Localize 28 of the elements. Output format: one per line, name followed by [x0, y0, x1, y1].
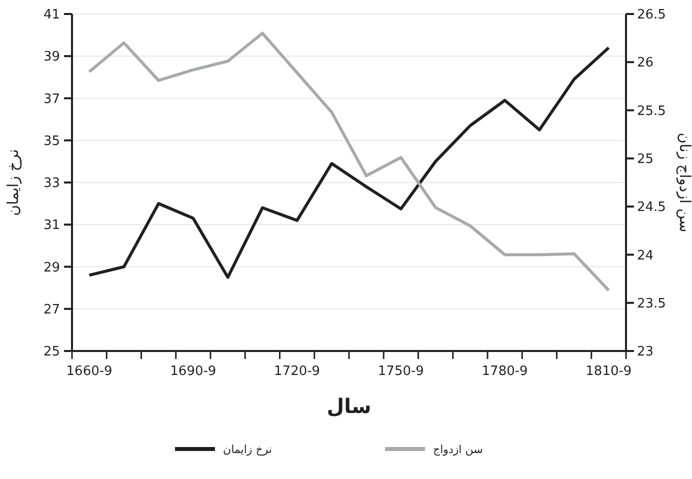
- x-tick-label: 1810-9: [586, 364, 632, 379]
- y2-tick-label: 23.5: [637, 296, 666, 312]
- y-tick-label: 25: [43, 344, 60, 360]
- y-tick-label: 27: [43, 302, 60, 318]
- y-tick-label: 31: [43, 218, 60, 234]
- x-tick-label: 1660-9: [66, 364, 112, 379]
- x-tick-label: 1690-9: [170, 364, 216, 379]
- y-tick-label: 41: [43, 8, 60, 23]
- y2-tick-label: 24: [637, 248, 654, 264]
- y-axis-title: نرخ زایمان: [4, 149, 22, 216]
- x-tick-label: 1720-9: [274, 364, 320, 379]
- x-axis-title: سال: [326, 394, 372, 418]
- y2-tick-label: 26: [637, 56, 654, 71]
- x-tick-label: 1750-9: [378, 364, 424, 379]
- y-tick-label: 39: [43, 50, 60, 65]
- y-tick-label: 35: [43, 134, 60, 149]
- y2-tick-label: 24.5: [637, 200, 666, 216]
- y2-axis-title: سن ازدواج زنان: [676, 132, 692, 232]
- y-tick-label: 37: [43, 92, 60, 107]
- y-tick-label: 33: [43, 176, 60, 192]
- y2-tick-label: 26.5: [637, 8, 666, 23]
- legend-label: نرخ زایمان: [223, 442, 272, 456]
- y-tick-label: 29: [43, 260, 60, 276]
- y2-tick-label: 25.5: [637, 104, 666, 119]
- y2-tick-label: 23: [637, 344, 654, 360]
- x-tick-label: 1780-9: [482, 364, 528, 379]
- legend-label: سن ازدواج: [433, 442, 483, 456]
- y2-tick-label: 25: [637, 152, 654, 167]
